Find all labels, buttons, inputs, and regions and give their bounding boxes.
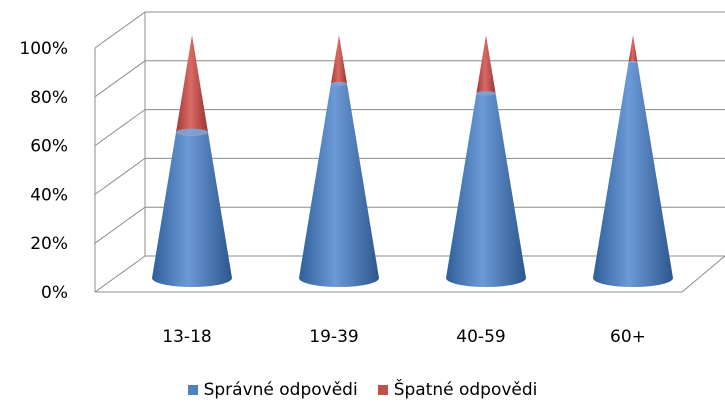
segment-top-19-39 bbox=[331, 81, 347, 86]
gridline-side bbox=[94, 60, 146, 98]
legend-label-correct: Správné odpovědi bbox=[203, 380, 358, 400]
cone-13-18 bbox=[152, 35, 232, 287]
floor-edge bbox=[95, 255, 725, 293]
y-tick-label: 20% bbox=[30, 234, 68, 254]
bar-correct-40-59 bbox=[446, 93, 526, 287]
x-axis-labels: 13-18 19-39 40-59 60+ bbox=[162, 327, 646, 347]
gridline-side bbox=[94, 255, 146, 293]
y-tick-label: 60% bbox=[30, 137, 68, 157]
y-axis-ticks: 0% 20% 40% 60% 80% 100% bbox=[19, 39, 68, 303]
x-tick-label: 60+ bbox=[610, 327, 646, 347]
legend: Správné odpovědi Špatné odpovědi bbox=[0, 380, 725, 400]
segment-top-13-18 bbox=[176, 128, 208, 136]
x-tick-label: 19-39 bbox=[309, 327, 358, 347]
bar-correct-13-18 bbox=[152, 132, 232, 287]
legend-item-wrong: Špatné odpovědi bbox=[377, 380, 538, 400]
gridline-side bbox=[94, 206, 146, 244]
legend-swatch-correct bbox=[187, 385, 198, 395]
legend-label-wrong: Špatné odpovědi bbox=[393, 380, 538, 400]
cone-60+ bbox=[593, 35, 673, 288]
y-tick-label: 100% bbox=[19, 39, 68, 59]
gridline-side bbox=[94, 157, 146, 195]
y-tick-label: 40% bbox=[30, 185, 68, 205]
bar-correct-60+ bbox=[593, 61, 673, 288]
y-tick-label: 0% bbox=[41, 283, 68, 303]
bar-wrong-40-59 bbox=[476, 35, 496, 96]
y-tick-label: 80% bbox=[30, 88, 68, 108]
gridline-side bbox=[94, 11, 146, 49]
bar-wrong-60+ bbox=[628, 35, 638, 63]
bar-wrong-19-39 bbox=[331, 35, 347, 86]
bar-correct-19-39 bbox=[299, 83, 379, 287]
cone-40-59 bbox=[446, 35, 526, 287]
x-tick-label: 13-18 bbox=[162, 327, 211, 347]
x-tick-label: 40-59 bbox=[456, 327, 505, 347]
segment-top-40-59 bbox=[476, 91, 496, 96]
bar-wrong-13-18 bbox=[176, 35, 208, 136]
cone-19-39 bbox=[299, 35, 379, 287]
segment-top-60+ bbox=[628, 60, 638, 63]
legend-swatch-wrong bbox=[377, 385, 388, 395]
plot-frame bbox=[94, 11, 725, 293]
legend-item-correct: Správné odpovědi bbox=[187, 380, 358, 400]
gridline-side bbox=[94, 109, 146, 147]
cones bbox=[152, 35, 673, 288]
